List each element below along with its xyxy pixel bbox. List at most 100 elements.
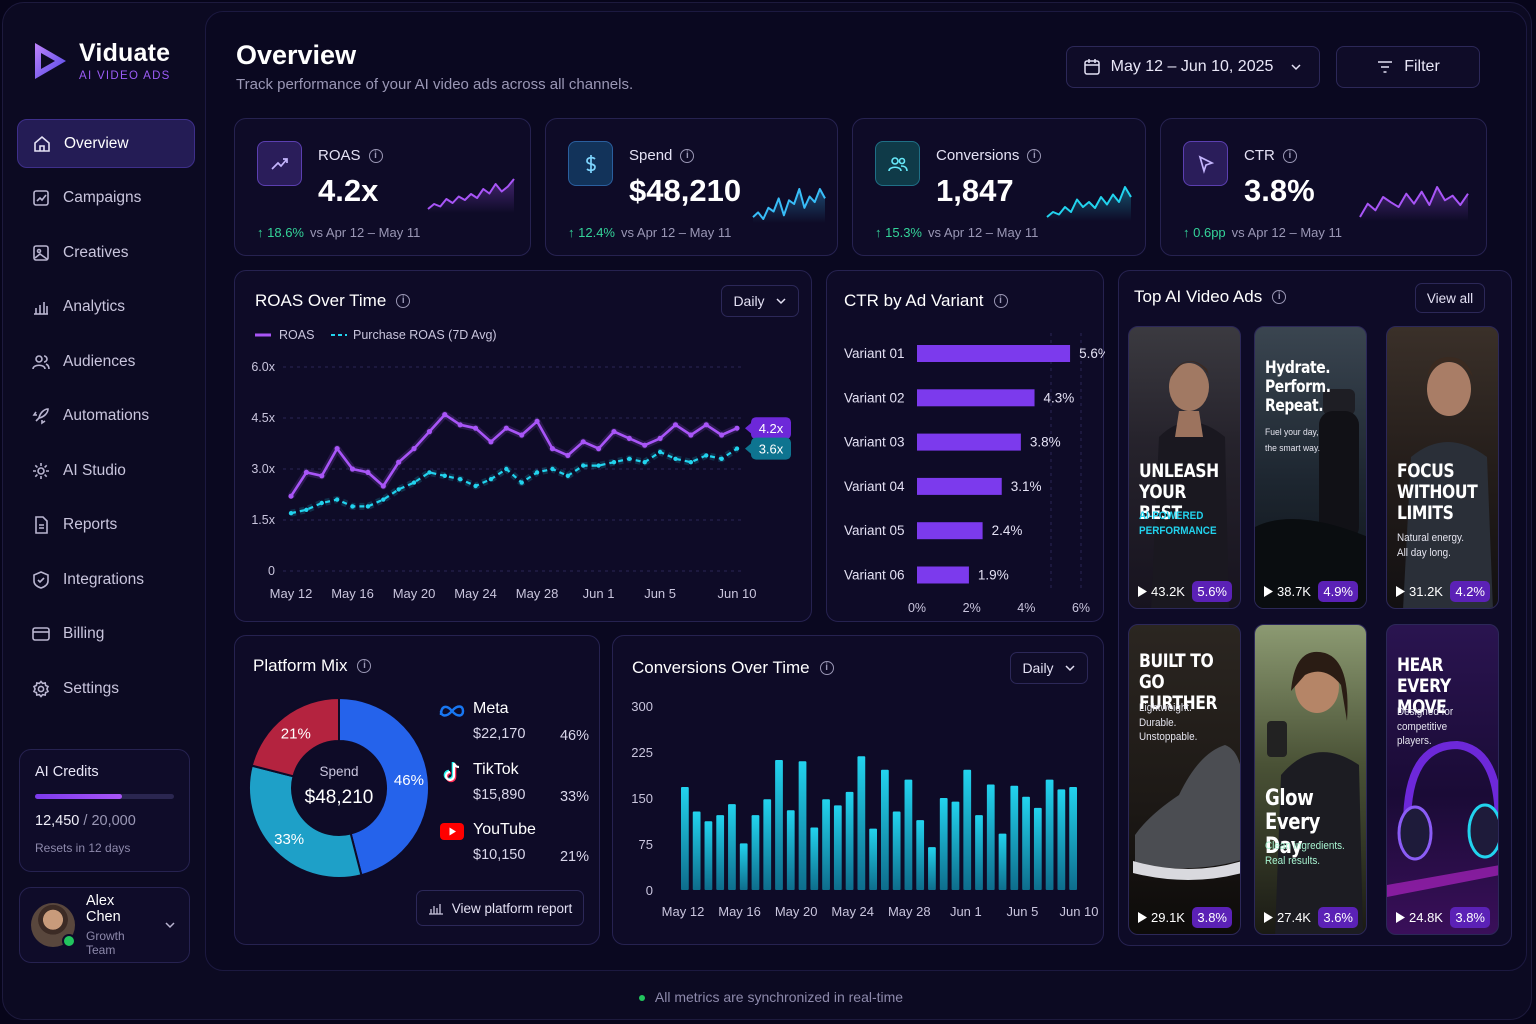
user-menu[interactable]: Alex Chen Growth Team (19, 887, 190, 963)
sidebar-item-analytics[interactable]: Analytics (17, 283, 195, 332)
conversion-bar (763, 799, 772, 890)
ad-tile-5[interactable]: Glow Every Day Clean ingredients. Real res… (1254, 624, 1367, 935)
ad-tile-4[interactable]: BUILT TO GO FURTHER Lightweight. Durable. U… (1128, 624, 1241, 935)
kpi-card-ctr[interactable]: CTR i 3.8% ↑ 0.6pp vs Apr 12 – May 11 (1160, 118, 1487, 256)
platform-mix-title: Platform Mix i (253, 656, 372, 676)
sidebar-item-billing[interactable]: Billing (17, 610, 195, 659)
sidebar-item-settings[interactable]: Settings (17, 664, 195, 713)
kpi-change-value: ↑ 0.6pp (1183, 225, 1226, 240)
ad-headline-line: LIMITS (1397, 502, 1454, 524)
ctr-bar (917, 566, 969, 584)
date-range-picker[interactable]: May 12 – Jun 10, 2025 (1066, 46, 1320, 88)
conversion-bar (1057, 789, 1066, 890)
ad-subtext-line: Durable. (1139, 716, 1177, 729)
conversions-over-time-card: Conversions Over Time i Daily 0 75 150 225 30… (612, 635, 1104, 945)
data-point (288, 493, 294, 499)
settings-icon (32, 679, 50, 698)
filter-button[interactable]: Filter (1336, 46, 1480, 88)
conversion-bar (869, 828, 877, 890)
conversions-chart-title-text: Conversions Over Time (632, 658, 810, 677)
kpi-label-text: ROAS (318, 147, 361, 164)
view-all-button[interactable]: View all (1415, 283, 1485, 313)
kpi-card-conversions[interactable]: Conversions i 1,847 ↑ 15.3% vs Apr 12 – Ma… (852, 118, 1146, 256)
roas-granularity-select[interactable]: Daily (721, 285, 799, 317)
y-tick-label: 0 (268, 564, 275, 578)
info-icon[interactable]: i (993, 294, 1008, 308)
platform-row-youtube[interactable]: YouTube $10,150 21% (439, 821, 589, 865)
conversion-bar (739, 843, 748, 890)
ad-headline-line: Glow (1265, 786, 1314, 811)
x-tick-label: Jun 10 (1059, 904, 1098, 919)
kpi-card-spend[interactable]: Spend i $48,210 ↑ 12.4% vs Apr 12 – May 11 (545, 118, 838, 256)
sidebar-item-automations[interactable]: Automations (17, 392, 195, 441)
data-point (426, 429, 433, 435)
sidebar-item-label: Overview (64, 134, 129, 152)
x-tick-label: 6% (1072, 601, 1090, 615)
sidebar-item-creatives[interactable]: Creatives (17, 228, 195, 277)
sidebar-item-overview[interactable]: Overview (17, 119, 195, 168)
conversion-bar (798, 761, 807, 890)
data-point (396, 459, 402, 465)
end-value-label: 4.2x (745, 417, 791, 440)
sidebar-item-reports[interactable]: Reports (17, 501, 195, 550)
ad-tile-2[interactable]: Hydrate. Perform. Repeat. Fuel your day, th… (1254, 326, 1367, 609)
ad-subtext-line: competitive (1397, 720, 1448, 733)
kpi-compare: vs Apr 12 – May 11 (310, 225, 421, 240)
info-icon[interactable]: i (680, 148, 695, 163)
roas-chart-title-text: ROAS Over Time (255, 291, 387, 310)
page-subtitle: Track performance of your AI video ads a… (236, 76, 634, 93)
sidebar-item-audiences[interactable]: Audiences (17, 337, 195, 386)
view-platform-report-button[interactable]: View platform report (416, 890, 584, 926)
ad-ctr-badge: 3.8% (1192, 907, 1232, 928)
ad-ctr-badge: 3.8% (1450, 907, 1490, 928)
sidebar-item-label: Creatives (63, 243, 129, 261)
x-tick-label: 2% (963, 601, 981, 615)
ad-headline-line: Repeat. (1265, 396, 1324, 416)
data-point (427, 470, 432, 475)
ad-headline: HEAR EVERY MOVE (1397, 655, 1480, 718)
kpi-label-text: Spend (629, 147, 673, 164)
sidebar-item-integrations[interactable]: Integrations (17, 555, 195, 604)
platform-row-meta[interactable]: Meta $22,170 46% (439, 700, 589, 744)
kpi-label: Conversions i (936, 147, 1042, 164)
sidebar-item-label: Reports (63, 516, 118, 533)
conversion-bar (881, 769, 889, 890)
info-icon[interactable]: i (1282, 148, 1297, 163)
ad-tile-1[interactable]: UNLEASH YOUR BEST AI-POWERED PERFORMANCE 4… (1128, 326, 1241, 609)
data-point (350, 504, 355, 509)
data-point (488, 439, 494, 445)
info-icon[interactable]: i (357, 659, 372, 673)
platform-spend: $10,150 (473, 847, 526, 863)
roas-chart-title: ROAS Over Time i (255, 291, 411, 311)
info-icon[interactable]: i (1272, 290, 1287, 304)
credits-reset: Resets in 12 days (35, 841, 131, 855)
youtube-icon (440, 823, 464, 840)
data-point (657, 435, 663, 441)
conversion-bar (975, 815, 983, 890)
conversions-granularity-select[interactable]: Daily (1010, 652, 1088, 684)
kpi-card-roas[interactable]: ROAS i 4.2x ↑ 18.6% vs Apr 12 – May 11 (234, 118, 531, 256)
data-point (549, 446, 556, 452)
brand[interactable]: Viduate AI VIDEO ADS (31, 39, 171, 82)
conversion-bar (951, 801, 960, 890)
conversion-bar (775, 759, 783, 890)
sidebar-item-campaigns[interactable]: Campaigns (17, 174, 195, 223)
kpi-value: 4.2x (318, 173, 379, 208)
ad-thumbnail-headphones (1387, 740, 1498, 897)
info-icon[interactable]: i (819, 661, 834, 675)
platform-row-tiktok[interactable]: TikTok $15,890 33% (439, 761, 589, 805)
info-icon[interactable]: i (396, 294, 411, 308)
donut-slice (250, 696, 340, 778)
ad-tile-6[interactable]: HEAR EVERY MOVE Designed for competitive pl… (1386, 624, 1499, 935)
info-icon[interactable]: i (368, 148, 383, 163)
sidebar-item-ai-studio[interactable]: AI Studio (17, 446, 195, 495)
ad-tile-3[interactable]: FOCUS WITHOUT LIMITS Natural energy. All da… (1386, 326, 1499, 609)
credits-total: / 20,000 (83, 813, 136, 829)
sync-status-text: All metrics are synchronized in real-tim… (654, 989, 904, 1005)
conversion-bar (998, 833, 1007, 890)
data-point (365, 504, 371, 509)
info-icon[interactable]: i (1027, 148, 1042, 163)
ad-subtext-line: Real results. (1265, 854, 1321, 867)
conversions-bar-chart: 0 75 150 225 300 May 12 May 16 May 20 May 24 May … (631, 699, 1098, 919)
data-point (581, 463, 586, 468)
